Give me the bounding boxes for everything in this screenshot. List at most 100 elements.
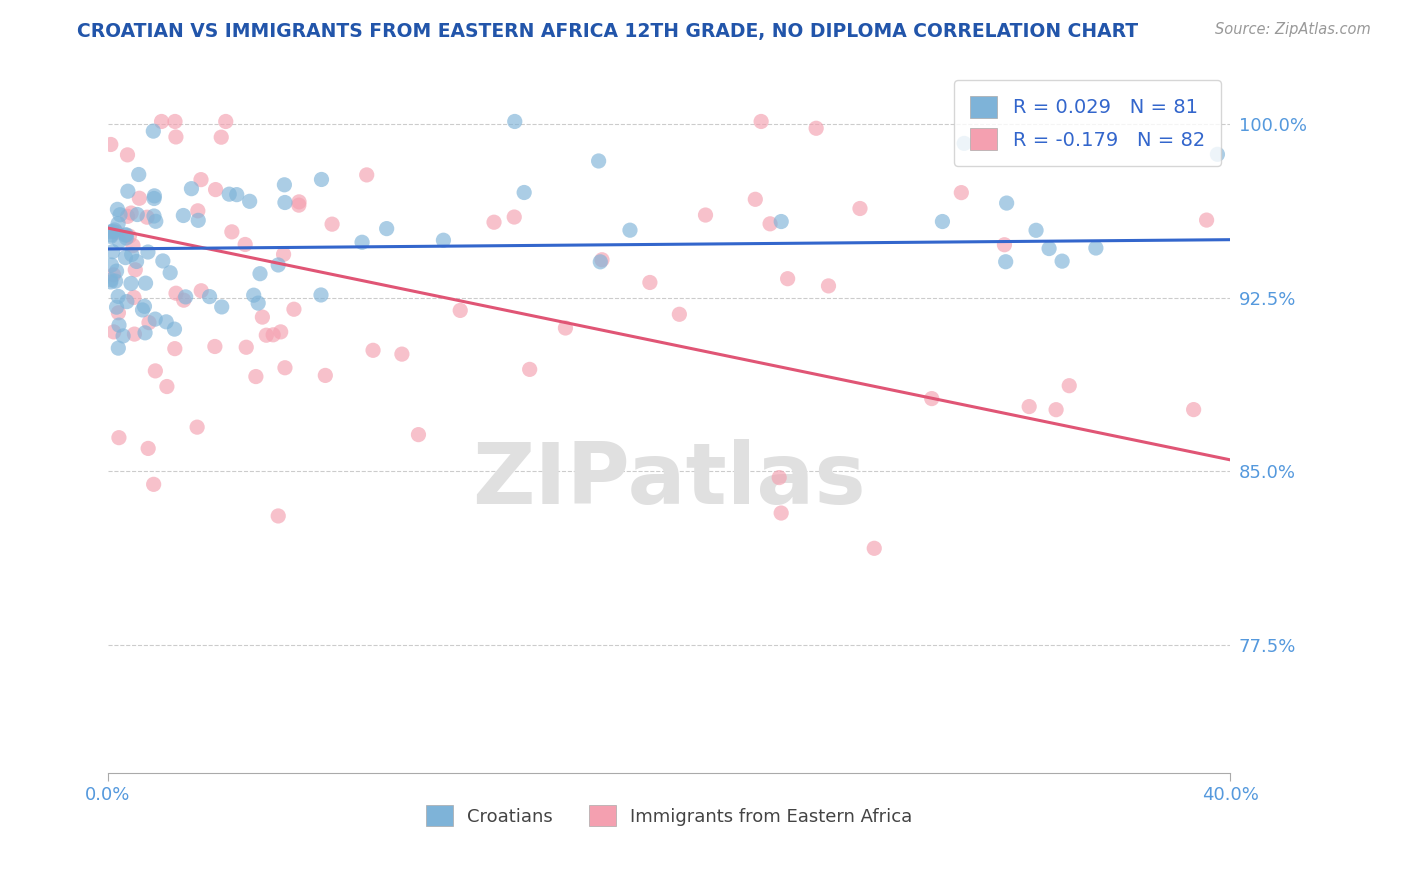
Point xyxy=(143,312,166,326)
Point xyxy=(120,206,142,220)
Point xyxy=(695,208,717,222)
Point xyxy=(267,508,290,523)
Point xyxy=(994,254,1017,268)
Point xyxy=(190,172,212,186)
Point xyxy=(804,121,827,136)
Point xyxy=(115,231,138,245)
Point xyxy=(361,343,384,358)
Point xyxy=(125,254,148,268)
Point xyxy=(142,477,165,491)
Point xyxy=(1084,241,1107,255)
Point xyxy=(770,506,793,520)
Point xyxy=(143,192,166,206)
Point xyxy=(321,217,343,231)
Point xyxy=(101,244,124,259)
Point xyxy=(209,130,232,145)
Point xyxy=(519,362,541,376)
Point xyxy=(118,229,141,244)
Point xyxy=(235,340,257,354)
Point xyxy=(134,299,156,313)
Point xyxy=(165,286,187,301)
Point xyxy=(588,153,610,168)
Point xyxy=(115,294,138,309)
Point xyxy=(105,300,128,314)
Point xyxy=(186,420,208,434)
Point xyxy=(1182,402,1205,417)
Point xyxy=(1025,223,1047,237)
Point xyxy=(143,209,166,223)
Point xyxy=(138,316,160,330)
Point xyxy=(356,168,378,182)
Point xyxy=(245,369,267,384)
Point xyxy=(143,189,166,203)
Point xyxy=(180,182,202,196)
Point xyxy=(117,184,139,198)
Point xyxy=(136,211,159,225)
Point xyxy=(163,322,186,336)
Point xyxy=(128,191,150,205)
Point xyxy=(503,114,526,128)
Point xyxy=(198,290,221,304)
Point xyxy=(274,195,297,210)
Point xyxy=(863,541,886,556)
Point xyxy=(638,276,661,290)
Point xyxy=(432,233,454,247)
Point xyxy=(249,267,271,281)
Point xyxy=(103,223,125,237)
Point xyxy=(211,300,233,314)
Point xyxy=(288,198,311,212)
Point xyxy=(1206,147,1229,161)
Point xyxy=(103,325,125,339)
Point xyxy=(173,293,195,308)
Point xyxy=(105,225,128,239)
Point xyxy=(104,274,127,288)
Point xyxy=(921,392,943,406)
Point xyxy=(117,148,139,162)
Point xyxy=(1195,213,1218,227)
Point xyxy=(817,279,839,293)
Point xyxy=(225,187,247,202)
Point xyxy=(589,255,612,269)
Point xyxy=(100,275,122,289)
Point xyxy=(187,203,209,218)
Point xyxy=(221,225,243,239)
Point xyxy=(136,245,159,260)
Point xyxy=(1045,402,1067,417)
Point xyxy=(156,379,179,393)
Point xyxy=(449,303,471,318)
Point xyxy=(288,194,311,209)
Point xyxy=(309,288,332,302)
Point xyxy=(107,217,129,231)
Point xyxy=(283,302,305,317)
Text: CROATIAN VS IMMIGRANTS FROM EASTERN AFRICA 12TH GRADE, NO DIPLOMA CORRELATION CH: CROATIAN VS IMMIGRANTS FROM EASTERN AFRI… xyxy=(77,22,1139,41)
Point xyxy=(668,307,690,321)
Point xyxy=(503,210,526,224)
Point xyxy=(114,227,136,242)
Point xyxy=(128,168,150,182)
Point xyxy=(267,258,290,272)
Point xyxy=(391,347,413,361)
Point xyxy=(155,315,177,329)
Point xyxy=(159,266,181,280)
Point xyxy=(1050,254,1073,268)
Point xyxy=(131,302,153,317)
Point xyxy=(105,264,128,278)
Point xyxy=(135,276,157,290)
Point xyxy=(776,271,799,285)
Point xyxy=(150,114,173,128)
Point xyxy=(274,360,297,375)
Point xyxy=(995,196,1018,211)
Point xyxy=(204,183,226,197)
Point xyxy=(311,172,333,186)
Point xyxy=(242,288,264,302)
Point xyxy=(100,225,122,239)
Point xyxy=(273,178,295,192)
Point xyxy=(134,326,156,340)
Point xyxy=(1038,242,1060,256)
Point xyxy=(100,273,122,287)
Point xyxy=(136,442,159,456)
Text: ZIPatlas: ZIPatlas xyxy=(472,439,866,522)
Point xyxy=(950,186,973,200)
Point xyxy=(101,225,124,239)
Point xyxy=(270,325,292,339)
